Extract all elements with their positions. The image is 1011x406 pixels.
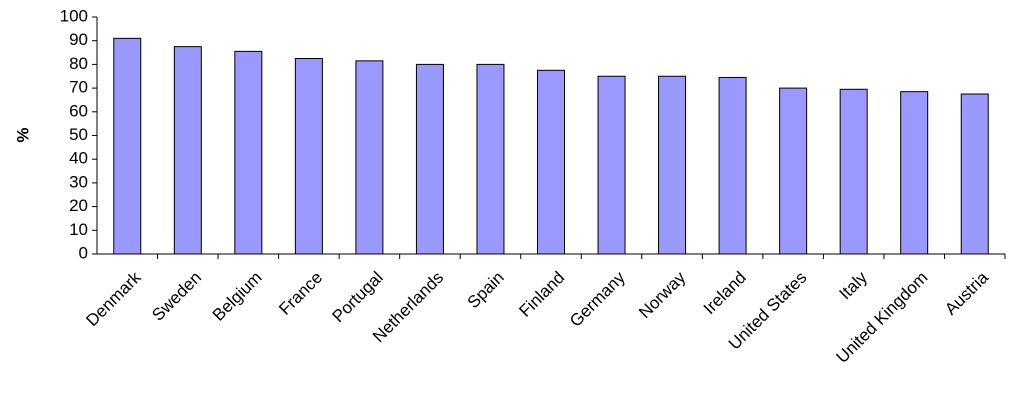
y-tick-label: 100: [60, 6, 88, 25]
x-tick-label: Portugal: [328, 268, 386, 326]
x-tick-label: Belgium: [209, 268, 266, 325]
bar: [415, 63, 444, 255]
y-tick-label: 90: [69, 30, 88, 49]
bar: [537, 69, 565, 255]
x-tick-label: Germany: [566, 268, 629, 331]
bar: [900, 91, 929, 255]
bar: [960, 93, 989, 255]
x-tick-label: Norway: [635, 268, 690, 323]
bar: [234, 50, 263, 255]
y-tick-label: 70: [69, 78, 88, 97]
x-tick-label: Finland: [515, 268, 568, 321]
y-tick-label: 30: [69, 172, 88, 191]
bar: [355, 60, 384, 255]
bar: [173, 46, 202, 255]
bar: [597, 75, 626, 255]
x-tick-label: Austria: [941, 268, 992, 319]
x-tick-label: Spain: [464, 268, 508, 312]
bar: [658, 75, 687, 255]
x-tick-label: Ireland: [700, 268, 750, 318]
x-tick-label: Sweden: [148, 268, 205, 325]
y-tick-label: 80: [69, 54, 88, 73]
y-tick-label: 10: [69, 220, 88, 239]
bar: [476, 63, 505, 255]
y-tick-label: 40: [69, 149, 88, 168]
bar: [294, 57, 323, 255]
x-tick-label: Italy: [835, 268, 871, 304]
y-tick-label: 20: [69, 196, 88, 215]
bar: [113, 37, 142, 255]
x-tick-label: France: [275, 268, 326, 319]
y-tick-label: 50: [69, 125, 88, 144]
y-tick-label: 60: [69, 101, 88, 120]
y-tick-label: 0: [79, 243, 88, 262]
bar: [718, 76, 747, 255]
x-tick-label: Denmark: [82, 268, 145, 331]
bar: [779, 87, 808, 255]
y-axis-title: %: [13, 127, 32, 142]
bar: [839, 88, 868, 255]
